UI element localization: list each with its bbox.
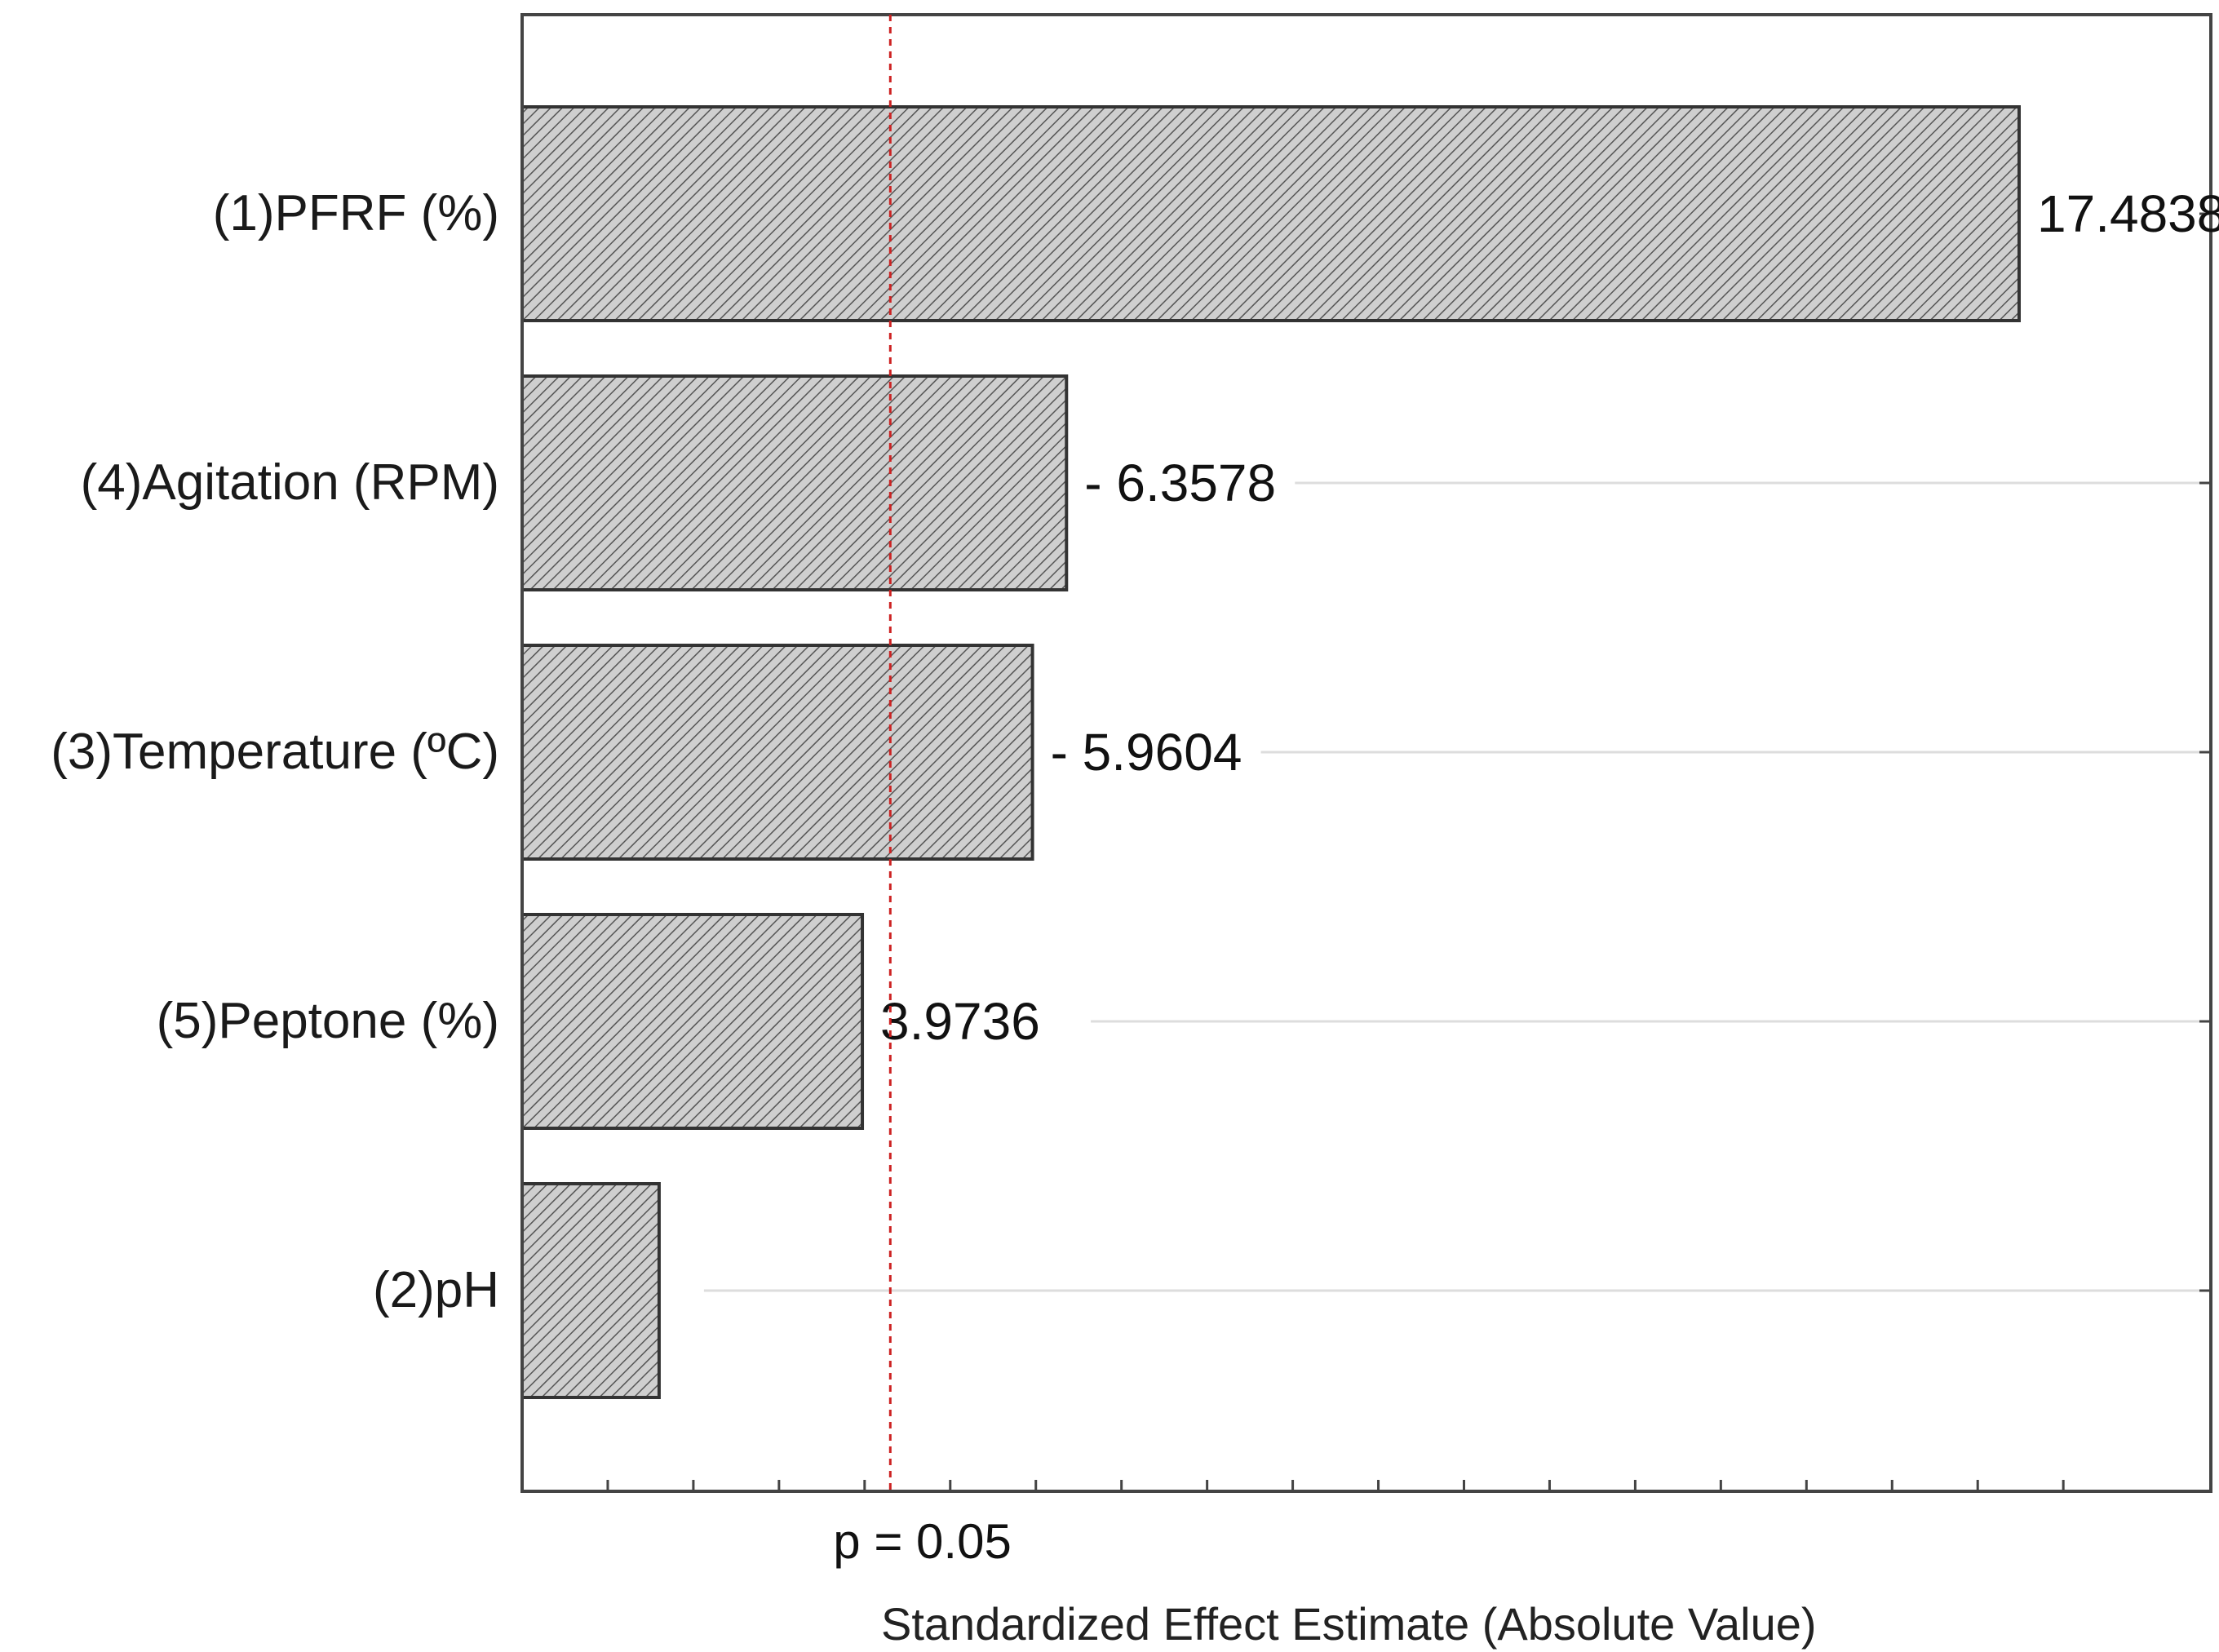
category-label: (2)pH <box>373 1262 499 1318</box>
reference-line-label: p = 0.05 <box>833 1514 1012 1569</box>
value-labels: 17.4838 - 6.3578 - 5.9604 3.9736 <box>880 184 2219 1051</box>
category-labels: (1)PFRF (%) (4)Agitation (RPM) (3)Temperat… <box>51 185 499 1318</box>
bars-group <box>520 105 2021 1399</box>
category-label: (4)Agitation (RPM) <box>81 454 499 511</box>
category-label: (3)Temperature (ºC) <box>51 724 499 780</box>
bar <box>520 105 2021 322</box>
bar <box>520 913 865 1130</box>
bar <box>520 1182 661 1399</box>
axis-ticks <box>606 212 2211 1491</box>
value-label: 3.9736 <box>880 992 1040 1051</box>
bar <box>520 374 1069 591</box>
value-label: 17.4838 <box>2037 184 2219 243</box>
bar <box>520 644 1034 861</box>
row-guide-lines <box>703 481 2211 1292</box>
x-axis-title: Standardized Effect Estimate (Absolute V… <box>881 1598 1817 1650</box>
value-label: - 5.9604 <box>1051 723 1242 782</box>
value-label: - 6.3578 <box>1084 454 1276 512</box>
category-label: (1)PFRF (%) <box>213 185 499 241</box>
category-label: (5)Peptone (%) <box>157 993 499 1049</box>
